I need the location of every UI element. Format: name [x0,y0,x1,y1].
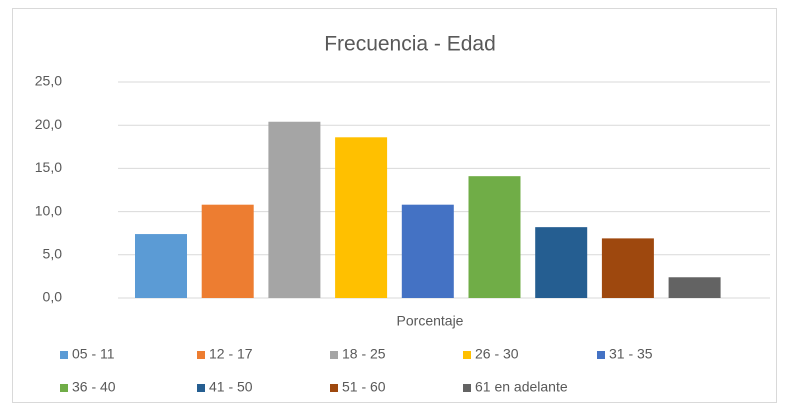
bar [201,204,254,298]
legend-label: 51 - 60 [342,379,386,395]
chart-title: Frecuencia - Edad [324,33,496,56]
y-tick-label: 0,0 [43,289,63,305]
y-tick-label: 25,0 [35,73,62,89]
legend-label: 31 - 35 [609,346,653,362]
bar [135,234,187,298]
legend-label: 12 - 17 [209,346,253,362]
legend-swatch [597,351,605,359]
bar [401,204,454,298]
legend-swatch [330,384,338,392]
legend-label: 41 - 50 [209,379,253,395]
y-tick-label: 20,0 [35,116,62,132]
legend-swatch [463,384,471,392]
bar [535,227,588,298]
chart-border [12,8,777,403]
legend-label: 36 - 40 [72,379,116,395]
legend-swatch [463,351,471,359]
bar [668,277,721,298]
legend-label: 18 - 25 [342,346,386,362]
x-tick-label: Porcentaje [397,313,464,329]
legend-label: 61 en adelante [475,379,568,395]
legend-swatch [197,351,205,359]
y-tick-label: 10,0 [35,202,62,218]
legend-swatch [330,351,338,359]
y-tick-label: 15,0 [35,159,62,175]
legend-label: 05 - 11 [72,346,115,362]
bar [468,176,521,298]
bar [268,121,321,298]
legend-swatch [60,384,68,392]
bar [601,238,654,298]
legend-swatch [60,351,68,359]
legend-label: 26 - 30 [475,346,519,362]
y-tick-label: 5,0 [43,246,63,262]
bar [335,137,388,298]
legend-swatch [197,384,205,392]
